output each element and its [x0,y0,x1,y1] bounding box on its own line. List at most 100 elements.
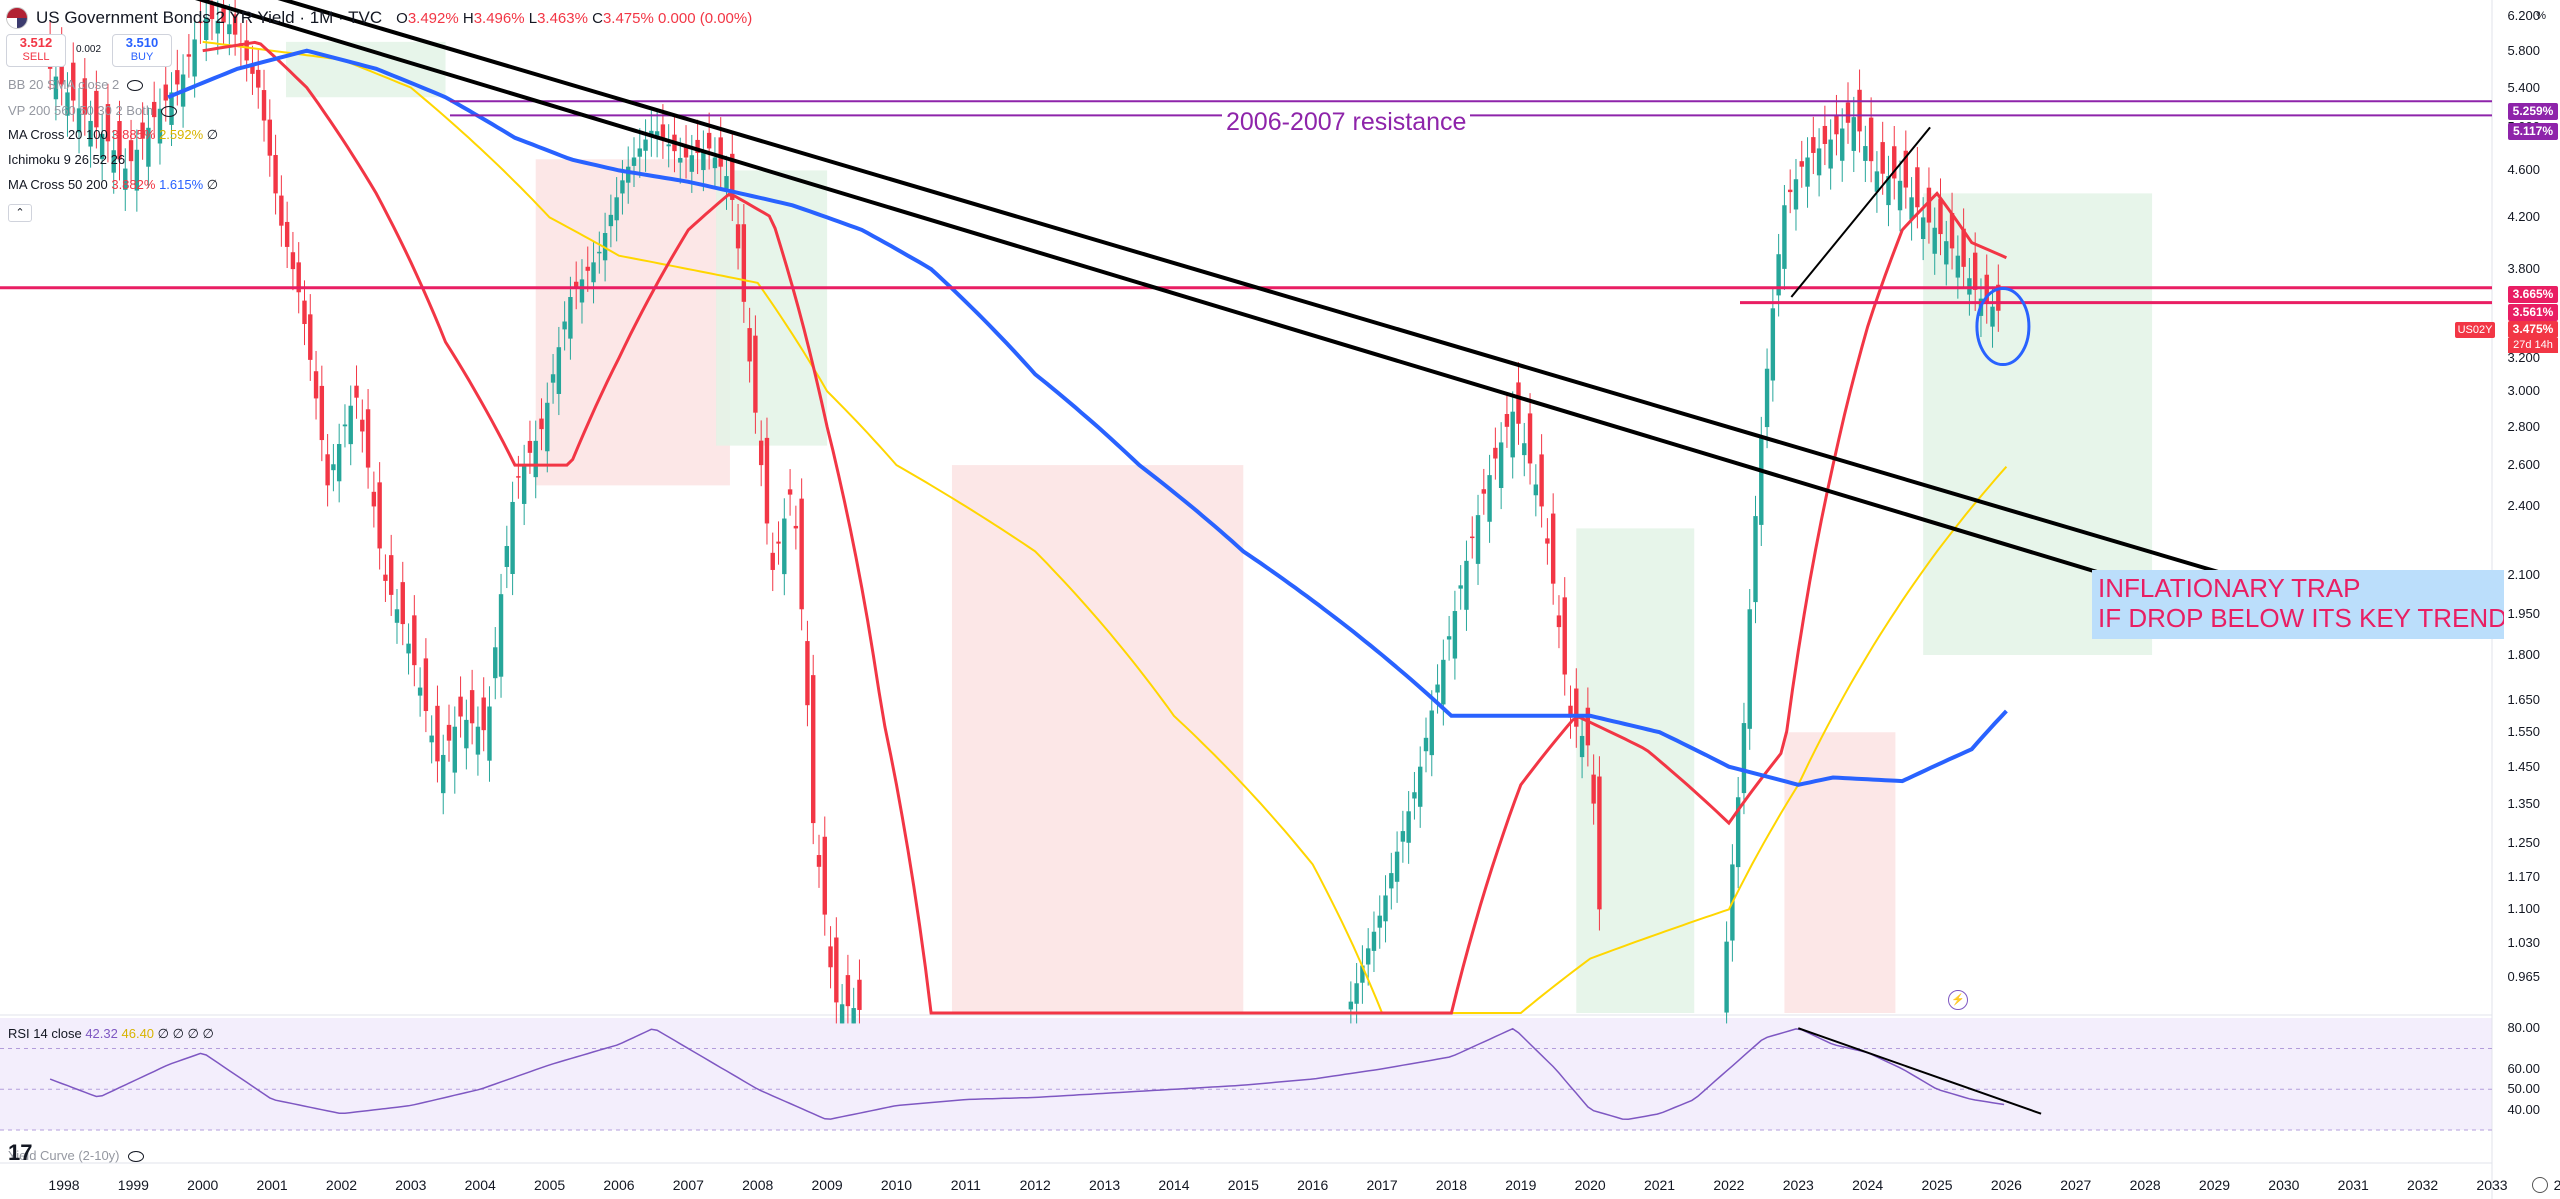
candle-up [394,609,400,623]
time-tick-label: 2016 [1297,1177,1329,1193]
lightning-icon[interactable]: ⚡ [1948,990,1968,1010]
legend-ma-cross-50-200[interactable]: MA Cross 50 200 3.882% 1.615% ∅ [8,177,218,193]
legend-rsi[interactable]: RSI 14 close 42.32 46.40 ∅ ∅ ∅ ∅ [8,1026,214,1042]
time-tick-label: 2026 [1990,1177,2022,1193]
eye-icon[interactable] [127,80,144,92]
time-tick-label: 2020 [1574,1177,1606,1193]
eye-icon[interactable] [127,1151,144,1163]
candle-down [1562,597,1567,675]
price-tick-label: 1.030 [2507,935,2540,951]
candle-up [1840,128,1845,161]
time-tick-label: 2024 [1852,1177,1884,1193]
candle-down [845,975,851,1007]
candle-down [695,139,700,153]
price-tag-s1: 3.665% [2508,286,2558,303]
candle-up [1458,585,1463,589]
symbol-title[interactable]: US Government Bonds 2 YR Yield · 1M · TV… [36,8,383,27]
time-tick-label: 2005 [534,1177,566,1193]
candle-down [267,119,273,156]
vp-label: VP 200 560 50 30 2 Both [8,103,154,118]
ma100-line [202,40,2008,1014]
candle-up [1522,443,1527,456]
ma20-value: 3.885% [111,127,156,142]
candle-down [1493,447,1498,459]
candle-down [469,690,475,724]
candle-up [1510,411,1515,458]
time-tick-label: 2002 [325,1177,358,1193]
symbol-tag: US02Y [2455,322,2495,338]
candle-up [1741,723,1747,794]
candle-down [279,195,284,226]
candle-up [1394,851,1400,882]
time-tick-label: 2032 [2407,1177,2439,1193]
bullish-cloud [1576,528,1695,1013]
legend-vp[interactable]: VP 200 560 50 30 2 Both [8,103,178,118]
time-tick-label: 2033 [2476,1177,2508,1193]
candle-up [1365,948,1371,965]
candle-down [1545,538,1550,544]
price-tick-label: 3.800 [2507,261,2540,277]
candle-up [1429,710,1434,756]
sell-button[interactable]: 3.512 SELL [6,34,66,67]
candle-down [1961,228,1966,267]
sell-price: 3.512 [19,35,53,50]
rsi-value: 42.32 [85,1026,118,1041]
candle-up [1909,197,1914,220]
candle-up [521,465,527,504]
buy-button[interactable]: 3.510 BUY [112,34,172,67]
candle-up [1423,737,1429,752]
price-tag-r2: 5.117% [2508,123,2558,140]
candle-up [1354,983,1359,1004]
spread-value: 0.002 [76,44,102,55]
candle-down [805,641,810,706]
candle-down [1972,252,1978,290]
candle-up [475,726,481,755]
chevron-up-icon[interactable]: ⌃ [8,204,32,222]
trap-line-2: IF DROP BELOW ITS KEY TREND [2098,603,2504,633]
candle-down [412,615,417,666]
candle-down [140,122,145,139]
candle-up [493,647,498,679]
ma50-value: 3.882% [111,177,156,192]
candle-down [834,937,839,1003]
price-tick-label: 1.800 [2507,647,2540,662]
scale-settings-icon[interactable] [2532,1177,2548,1193]
legend-ichimoku[interactable]: Ichimoku 9 26 52 26 [8,152,125,167]
flag-icon [6,7,28,29]
candle-down [1868,117,1874,162]
candle-up [204,17,209,41]
legend-yield-curve[interactable]: Yield Curve (2-10y) [8,1148,144,1163]
candle-up [464,719,469,749]
candle-down [527,440,533,453]
price-tick-label: 3.200 [2507,349,2540,365]
candle-up [192,39,197,77]
candle-down [764,437,770,524]
candle-up [1441,659,1446,705]
candle-up [88,120,93,147]
inflationary-trap-note[interactable]: INFLATIONARY TRAP IF DROP BELOW ITS KEY … [2092,570,2504,639]
price-tick-label: 1.170 [2507,869,2540,885]
price-tick-label: 1.650 [2507,691,2540,707]
time-tick-label: 2023 [1782,1177,1814,1193]
legend-bb[interactable]: BB 20 SMA close 2 [8,77,144,92]
drawings-layer [0,0,2492,635]
time-tick-label: 2025 [1921,1177,1953,1193]
candle-down [1915,167,1920,208]
candle-up [1886,176,1891,206]
candle-down [117,121,122,160]
candle-up [1944,241,1949,265]
candle-up [614,197,619,221]
candle-up [441,754,446,794]
eye-icon[interactable] [161,106,178,118]
ma20-line [202,40,2008,1015]
candle-down [302,300,307,325]
candle-up [1759,437,1764,525]
price-tick-label: 2.400 [2507,498,2540,514]
candle-up [227,24,232,35]
candle-down [1574,688,1579,727]
candle-down [313,371,319,399]
legend-ma-cross-20-100[interactable]: MA Cross 20 100 3.885% 2.592% ∅ [8,127,218,143]
time-tick-label: 2013 [1088,1177,1121,1193]
high-value: 3.496% [473,9,525,27]
